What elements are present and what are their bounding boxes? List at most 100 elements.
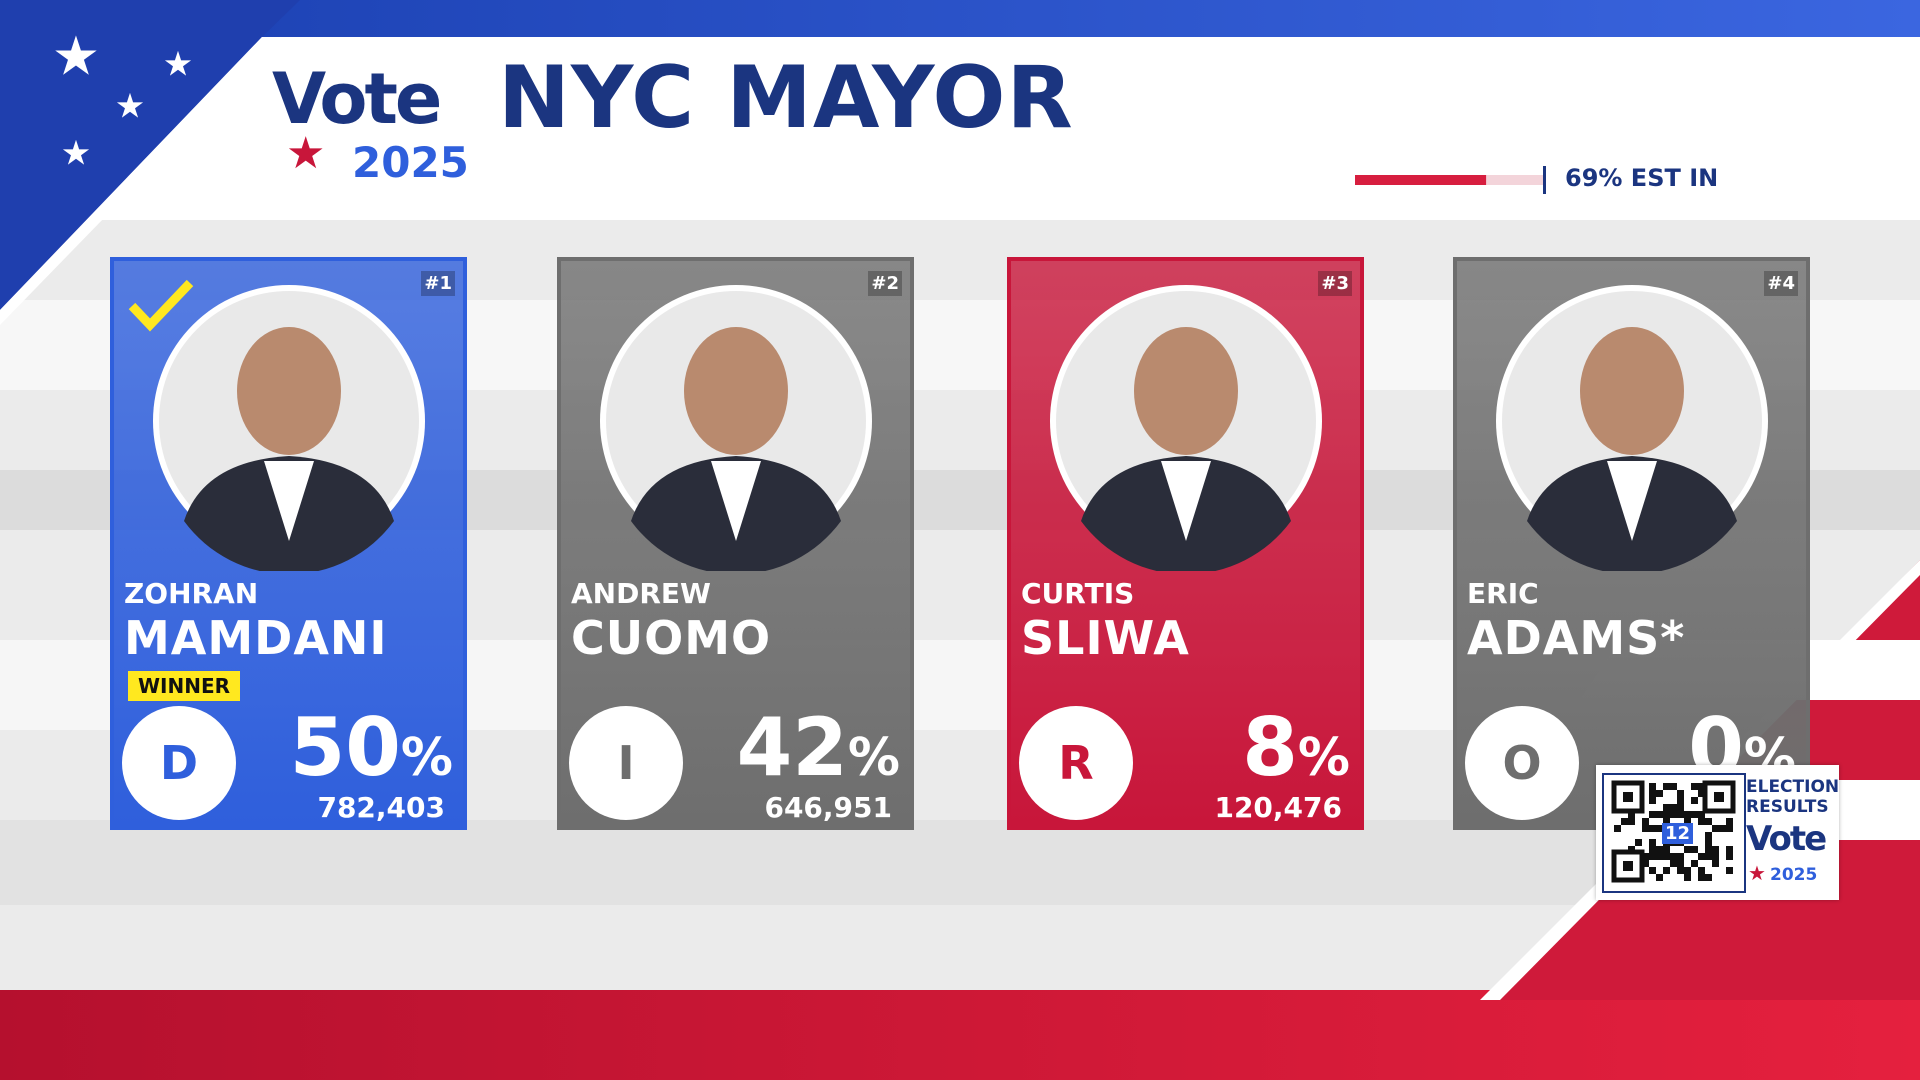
qr-cell	[1677, 804, 1684, 811]
qr-cell	[1670, 860, 1677, 867]
votes: 782,403	[317, 791, 445, 824]
qr-cell	[1705, 853, 1712, 860]
qr-cell	[1663, 846, 1670, 853]
qr-cell	[1684, 874, 1691, 881]
last-name: SLIWA	[1021, 611, 1190, 665]
qr-cell	[1621, 818, 1628, 825]
qr-cell	[1670, 783, 1677, 790]
qr-cell	[1677, 797, 1684, 804]
qr-cell	[1712, 825, 1719, 832]
last-name: ADAMS*	[1467, 611, 1686, 665]
rank: #4	[1764, 271, 1798, 296]
qr-cell	[1691, 783, 1698, 790]
percent: 42%	[737, 701, 900, 794]
winner-badge: WINNER	[128, 671, 241, 701]
percent-value: 42	[736, 701, 848, 794]
qr-cell	[1684, 811, 1691, 818]
qr-cell	[1656, 846, 1663, 853]
qr-cell	[1656, 874, 1663, 881]
qr-cell	[1677, 867, 1684, 874]
qr-cell	[1670, 811, 1677, 818]
portrait-shirt	[1161, 461, 1211, 541]
portrait-head	[684, 327, 788, 455]
title: NYC MAYOR	[498, 48, 1074, 148]
qr-cell	[1712, 860, 1719, 867]
qr-cell	[1663, 853, 1670, 860]
qr-cell	[1649, 825, 1656, 832]
votes: 120,476	[1214, 791, 1342, 824]
qr-cell	[1684, 846, 1691, 853]
check-mark	[128, 279, 194, 332]
logo-star: ★	[286, 128, 326, 179]
votes: 646,951	[764, 791, 892, 824]
qr-logo-star: ★	[1748, 861, 1766, 885]
portrait-shirt	[711, 461, 761, 541]
svg-text:★: ★	[115, 87, 145, 127]
qr-code	[1602, 773, 1746, 893]
portrait-shirt	[1607, 461, 1657, 541]
portrait	[600, 285, 872, 571]
first-name: CURTIS	[1021, 577, 1135, 610]
rank: #2	[868, 271, 902, 296]
portrait-head	[1134, 327, 1238, 455]
candidate-card: #3 CURTIS SLIWA R 8% 120,476	[1007, 257, 1364, 830]
qr-cell	[1677, 790, 1684, 797]
qr-cell	[1705, 818, 1712, 825]
rank: #1	[421, 271, 455, 296]
qr-cell	[1656, 853, 1663, 860]
svg-text:★: ★	[163, 45, 193, 85]
qr-finder-dot	[1714, 792, 1724, 802]
qr-cell	[1670, 853, 1677, 860]
qr-cell	[1712, 846, 1719, 853]
portrait-head	[1580, 327, 1684, 455]
qr-cell	[1726, 825, 1733, 832]
svg-text:★: ★	[61, 134, 91, 174]
percent-sign: %	[1297, 728, 1350, 788]
first-name: ZOHRAN	[124, 577, 259, 610]
percent: 8%	[1242, 701, 1350, 794]
qr-cell	[1642, 853, 1649, 860]
last-name: CUOMO	[571, 611, 772, 665]
qr-finder	[1611, 780, 1645, 814]
qr-logo-word: Vote	[1746, 819, 1827, 859]
first-name: ANDREW	[571, 577, 711, 610]
qr-cell	[1691, 846, 1698, 853]
qr-cell	[1663, 818, 1670, 825]
qr-line2: RESULTS	[1746, 797, 1829, 817]
qr-cell	[1698, 853, 1705, 860]
candidate-card: #1 ZOHRAN MAMDANI WINNER D 50% 782,403	[110, 257, 467, 830]
qr-cell	[1698, 818, 1705, 825]
qr-cell	[1691, 797, 1698, 804]
qr-cell	[1649, 811, 1656, 818]
qr-cell	[1677, 860, 1684, 867]
reporting-tick	[1543, 166, 1546, 194]
svg-text:★: ★	[52, 25, 100, 88]
qr-cell	[1698, 811, 1705, 818]
reporting-bar	[1355, 166, 1546, 194]
party: D	[122, 706, 236, 820]
reporting-fill	[1355, 175, 1487, 185]
qr-cell	[1719, 825, 1726, 832]
qr-cell	[1649, 853, 1656, 860]
first-name: ERIC	[1467, 577, 1539, 610]
qr-cell	[1663, 783, 1670, 790]
logo-word: Vote	[272, 58, 442, 140]
qr-cell	[1663, 804, 1670, 811]
candidate-card: #4 ERIC ADAMS* O 0%	[1453, 257, 1810, 830]
portrait-head	[237, 327, 341, 455]
qr-cell	[1726, 867, 1733, 874]
qr-cell	[1628, 811, 1635, 818]
percent-sign: %	[400, 728, 453, 788]
qr-cell	[1691, 860, 1698, 867]
qr-cell	[1705, 839, 1712, 846]
qr-cell	[1705, 874, 1712, 881]
party: O	[1465, 706, 1579, 820]
qr-cell	[1663, 867, 1670, 874]
qr-cell	[1698, 874, 1705, 881]
qr-cell	[1649, 846, 1656, 853]
portrait	[1050, 285, 1322, 571]
qr-cell	[1635, 839, 1642, 846]
qr-cell	[1656, 811, 1663, 818]
qr-cell	[1649, 790, 1656, 797]
